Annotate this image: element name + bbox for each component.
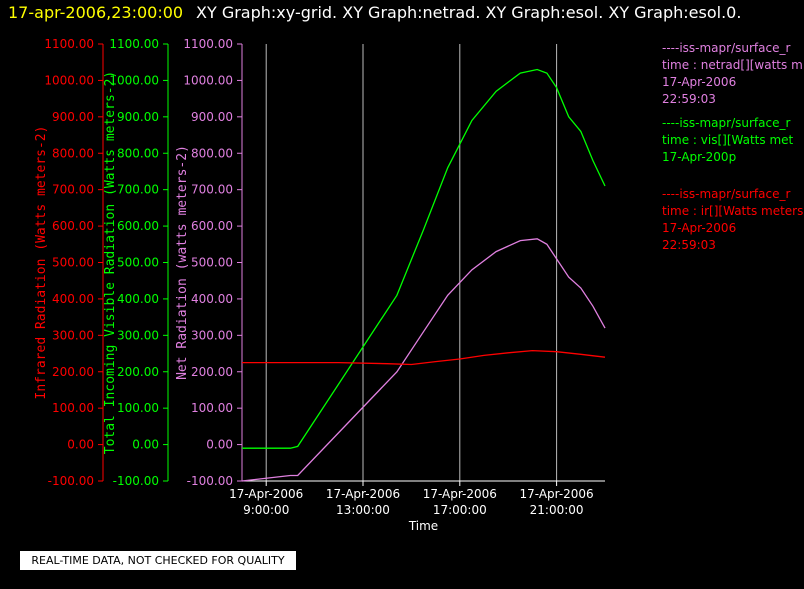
- x-tick-label: 13:00:00: [336, 503, 390, 517]
- y-tick-label: 300.00: [52, 328, 94, 342]
- legend-line: 22:59:03: [662, 238, 716, 252]
- x-tick-label: 21:00:00: [530, 503, 584, 517]
- y-tick-label: 600.00: [117, 219, 159, 233]
- x-tick-label: 17-Apr-2006: [229, 487, 303, 501]
- x-tick-label: 17-Apr-2006: [519, 487, 593, 501]
- series-line: [241, 238, 606, 482]
- legend-netrad: ----iss-mapr/surface_r time : netrad[][w…: [662, 40, 804, 108]
- y-tick-label: 100.00: [191, 401, 233, 415]
- y-tick-label: 1100.00: [183, 37, 233, 51]
- legend-line: 22:59:03: [662, 92, 716, 106]
- y-tick-label: 0.00: [206, 438, 233, 452]
- y-tick-label: 900.00: [117, 110, 159, 124]
- legend-line: 17-Apr-2006: [662, 221, 737, 235]
- y-tick-label: 200.00: [117, 365, 159, 379]
- y-tick-label: 1000.00: [183, 73, 233, 87]
- x-tick-label: 17-Apr-2006: [423, 487, 497, 501]
- y-tick-label: 1100.00: [109, 37, 159, 51]
- y-tick-label: 0.00: [67, 438, 94, 452]
- x-tick-label: 17:00:00: [433, 503, 487, 517]
- y-tick-label: 100.00: [117, 401, 159, 415]
- y-tick-label: 200.00: [52, 365, 94, 379]
- x-tick-label: 9:00:00: [243, 503, 289, 517]
- y-tick-label: 500.00: [191, 256, 233, 270]
- y-tick-label: -100.00: [113, 474, 159, 488]
- y-axis-label: Net Radiation (watts meters-2): [175, 145, 190, 380]
- y-tick-label: 600.00: [191, 219, 233, 233]
- legend-line: ----iss-mapr/surface_r: [662, 116, 791, 130]
- y-tick-label: 600.00: [52, 219, 94, 233]
- graph-list: XY Graph:xy-grid. XY Graph:netrad. XY Gr…: [196, 3, 742, 22]
- series-line: [242, 349, 606, 366]
- legend-line: time : vis[][Watts met: [662, 133, 794, 147]
- series-line: [242, 68, 606, 449]
- legend-line: time : netrad[][watts m: [662, 58, 803, 72]
- legend-line: time : ir[][Watts meters: [662, 204, 804, 218]
- y-tick-label: 700.00: [191, 183, 233, 197]
- legend-ir: ----iss-mapr/surface_r time : ir[][Watts…: [662, 186, 804, 254]
- y-tick-label: -100.00: [48, 474, 94, 488]
- y-tick-label: 300.00: [191, 328, 233, 342]
- y-tick-label: 400.00: [191, 292, 233, 306]
- y-tick-label: 800.00: [117, 146, 159, 160]
- legend-line: 17-Apr-200p: [662, 150, 737, 164]
- y-tick-label: 1100.00: [44, 37, 94, 51]
- y-tick-label: -100.00: [187, 474, 233, 488]
- x-tick-label: 17-Apr-2006: [326, 487, 400, 501]
- y-tick-label: 1000.00: [44, 73, 94, 87]
- y-tick-label: 900.00: [52, 110, 94, 124]
- y-axis-label: Total Incoming Visible Radiation (Watts …: [103, 71, 118, 455]
- y-tick-label: 200.00: [191, 365, 233, 379]
- y-tick-label: 100.00: [52, 401, 94, 415]
- quality-note: REAL-TIME DATA, NOT CHECKED FOR QUALITY: [20, 551, 296, 570]
- legend-vis: ----iss-mapr/surface_r time : vis[][Watt…: [662, 115, 804, 166]
- timestamp: 17-apr-2006,23:00:00: [8, 3, 184, 22]
- y-tick-label: 700.00: [117, 183, 159, 197]
- y-tick-label: 900.00: [191, 110, 233, 124]
- y-tick-label: 1000.00: [109, 73, 159, 87]
- y-tick-label: 500.00: [117, 256, 159, 270]
- y-tick-label: 0.00: [132, 438, 159, 452]
- y-tick-label: 500.00: [52, 256, 94, 270]
- legend-line: ----iss-mapr/surface_r: [662, 187, 791, 201]
- y-tick-label: 700.00: [52, 183, 94, 197]
- y-tick-label: 800.00: [191, 146, 233, 160]
- y-tick-label: 400.00: [52, 292, 94, 306]
- x-axis-label: Time: [408, 519, 438, 533]
- y-tick-label: 300.00: [117, 328, 159, 342]
- legend-line: ----iss-mapr/surface_r: [662, 41, 791, 55]
- y-tick-label: 800.00: [52, 146, 94, 160]
- y-axis-label: Infrared Radiation (Watts meters-2): [34, 126, 49, 400]
- title-bar: 17-apr-2006,23:00:00 XY Graph:xy-grid. X…: [0, 0, 804, 28]
- y-tick-label: 400.00: [117, 292, 159, 306]
- legend-line: 17-Apr-2006: [662, 75, 737, 89]
